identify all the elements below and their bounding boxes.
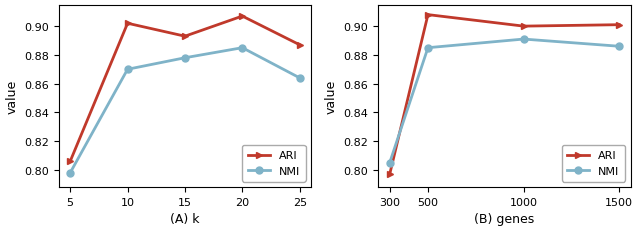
Line: NMI: NMI [386,36,623,167]
X-axis label: (B) genes: (B) genes [474,213,534,225]
ARI [424,14,432,17]
ARI [239,16,246,18]
ARI [181,36,189,38]
ARI [520,26,527,28]
Y-axis label: value: value [325,79,338,113]
ARI [67,160,74,163]
NMI [239,47,246,50]
ARI [616,24,623,27]
Line: ARI: ARI [67,14,303,165]
X-axis label: (A) k: (A) k [170,213,200,225]
ARI [124,23,131,26]
Legend: ARI, NMI: ARI, NMI [242,145,306,182]
Line: NMI: NMI [67,45,303,176]
ARI [386,173,394,176]
NMI [520,39,527,41]
Line: ARI: ARI [386,12,623,178]
NMI [424,47,432,50]
NMI [296,77,303,80]
NMI [124,69,131,71]
ARI [296,44,303,47]
NMI [181,57,189,60]
NMI [386,162,394,164]
Legend: ARI, NMI: ARI, NMI [562,145,625,182]
Y-axis label: value: value [6,79,19,113]
NMI [616,46,623,49]
NMI [67,172,74,174]
